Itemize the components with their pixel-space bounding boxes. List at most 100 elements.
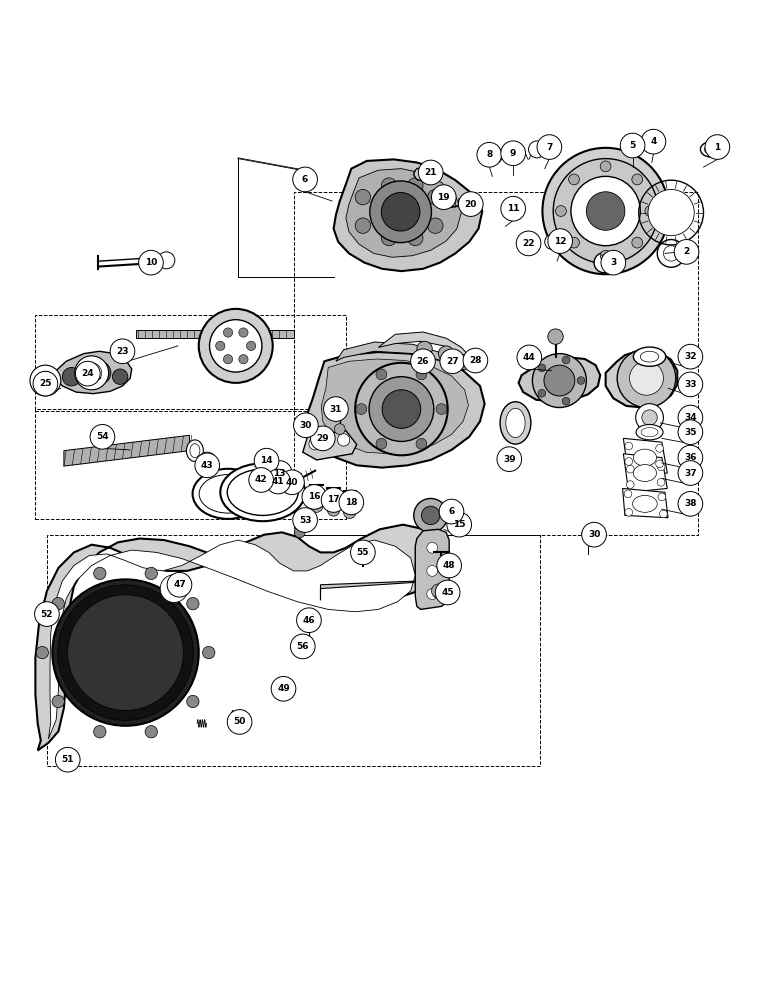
Ellipse shape xyxy=(633,449,656,466)
Circle shape xyxy=(381,193,420,231)
Circle shape xyxy=(290,634,315,659)
Circle shape xyxy=(657,463,665,471)
Circle shape xyxy=(635,139,646,149)
Text: 16: 16 xyxy=(308,492,320,501)
Circle shape xyxy=(271,676,296,701)
Text: 39: 39 xyxy=(503,455,516,464)
Circle shape xyxy=(337,434,350,446)
Circle shape xyxy=(408,230,423,246)
Circle shape xyxy=(52,597,64,610)
Circle shape xyxy=(447,512,472,537)
Circle shape xyxy=(279,470,304,495)
Circle shape xyxy=(486,147,503,164)
Polygon shape xyxy=(136,330,293,338)
Text: 32: 32 xyxy=(684,352,696,361)
Circle shape xyxy=(529,141,546,158)
Polygon shape xyxy=(321,359,469,454)
Circle shape xyxy=(187,597,199,610)
Circle shape xyxy=(370,181,432,243)
Circle shape xyxy=(382,390,421,428)
Circle shape xyxy=(427,542,438,553)
Circle shape xyxy=(267,461,292,485)
Polygon shape xyxy=(49,540,415,739)
Circle shape xyxy=(440,349,465,374)
Polygon shape xyxy=(415,529,449,609)
Text: 6: 6 xyxy=(449,507,455,516)
Circle shape xyxy=(571,176,640,246)
Ellipse shape xyxy=(704,145,718,154)
Circle shape xyxy=(544,365,575,396)
Circle shape xyxy=(427,589,438,599)
Circle shape xyxy=(459,192,483,216)
Polygon shape xyxy=(336,342,448,363)
Circle shape xyxy=(249,468,273,492)
Circle shape xyxy=(538,389,546,397)
Circle shape xyxy=(411,349,435,374)
Text: 56: 56 xyxy=(296,642,309,651)
Circle shape xyxy=(501,141,526,166)
Circle shape xyxy=(310,500,323,512)
Text: 3: 3 xyxy=(610,258,617,267)
Text: 43: 43 xyxy=(201,461,214,470)
Text: 34: 34 xyxy=(684,413,696,422)
Circle shape xyxy=(625,458,632,465)
Polygon shape xyxy=(605,350,677,408)
Text: 42: 42 xyxy=(255,475,267,484)
Circle shape xyxy=(477,142,502,167)
Circle shape xyxy=(68,595,183,710)
Circle shape xyxy=(293,508,317,532)
Text: 21: 21 xyxy=(425,168,437,177)
Circle shape xyxy=(344,506,356,518)
Text: 19: 19 xyxy=(438,193,450,202)
Circle shape xyxy=(635,404,663,431)
Circle shape xyxy=(76,361,100,386)
Circle shape xyxy=(422,506,440,525)
Circle shape xyxy=(569,174,580,185)
Circle shape xyxy=(641,129,665,154)
Text: 30: 30 xyxy=(300,421,312,430)
Circle shape xyxy=(428,218,443,233)
Text: 54: 54 xyxy=(96,432,109,441)
Bar xyxy=(56,754,70,762)
Bar xyxy=(36,315,346,411)
Text: 36: 36 xyxy=(684,453,696,462)
Circle shape xyxy=(432,185,456,209)
Circle shape xyxy=(321,488,346,512)
Circle shape xyxy=(33,371,58,396)
Circle shape xyxy=(239,355,248,364)
Circle shape xyxy=(227,710,252,734)
Circle shape xyxy=(543,148,669,274)
Circle shape xyxy=(416,369,427,380)
Ellipse shape xyxy=(414,168,428,180)
Circle shape xyxy=(678,420,703,445)
Circle shape xyxy=(195,453,219,478)
Polygon shape xyxy=(519,357,600,401)
Circle shape xyxy=(594,253,614,273)
Text: 12: 12 xyxy=(554,237,567,246)
Circle shape xyxy=(93,567,106,580)
Circle shape xyxy=(548,229,573,253)
Circle shape xyxy=(600,161,611,172)
Ellipse shape xyxy=(227,469,298,515)
Circle shape xyxy=(432,584,445,598)
Circle shape xyxy=(538,364,546,372)
Circle shape xyxy=(376,369,387,380)
Circle shape xyxy=(655,445,663,452)
Polygon shape xyxy=(307,352,485,468)
Text: 13: 13 xyxy=(273,469,286,478)
Text: 10: 10 xyxy=(145,258,157,267)
Text: 46: 46 xyxy=(303,616,315,625)
Circle shape xyxy=(215,341,225,351)
Text: 9: 9 xyxy=(510,149,516,158)
Circle shape xyxy=(296,608,321,633)
Circle shape xyxy=(369,377,434,441)
Circle shape xyxy=(239,328,248,337)
Text: 6: 6 xyxy=(302,175,308,184)
Circle shape xyxy=(428,189,443,205)
Circle shape xyxy=(655,460,663,468)
Text: 17: 17 xyxy=(327,495,340,504)
Circle shape xyxy=(334,424,345,434)
Circle shape xyxy=(52,695,64,708)
Circle shape xyxy=(620,133,645,158)
Text: 4: 4 xyxy=(650,137,657,146)
